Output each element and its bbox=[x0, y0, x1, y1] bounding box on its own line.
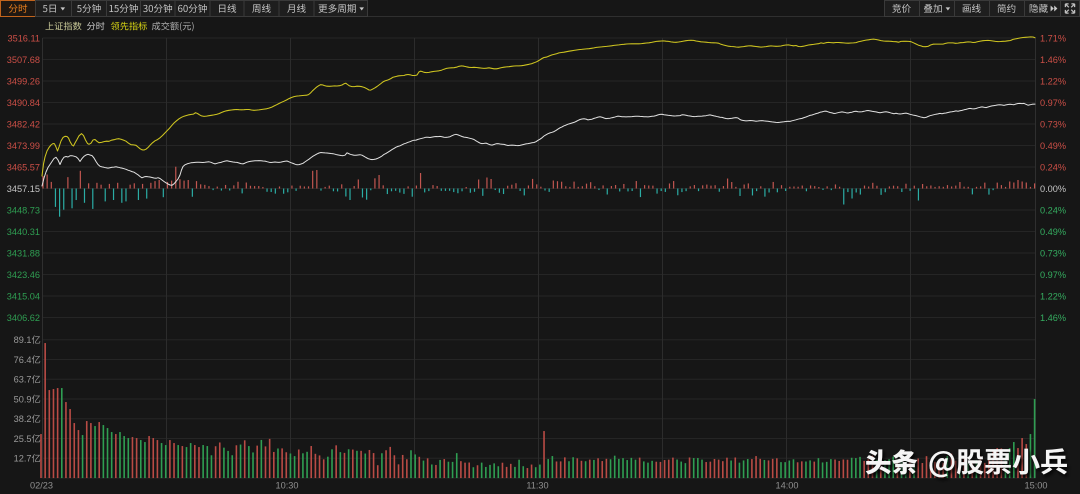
svg-text:3406.62: 3406.62 bbox=[7, 313, 40, 323]
svg-text:02/23: 02/23 bbox=[30, 481, 53, 491]
svg-text:3457.15: 3457.15 bbox=[7, 184, 40, 194]
svg-text:1.22%: 1.22% bbox=[1040, 76, 1066, 86]
svg-text:3507.68: 3507.68 bbox=[7, 55, 40, 65]
svg-text:14:00: 14:00 bbox=[776, 481, 799, 491]
svg-text:89.1: 89.1 bbox=[14, 335, 32, 345]
svg-text:3499.26: 3499.26 bbox=[7, 76, 40, 86]
svg-text:3440.31: 3440.31 bbox=[7, 227, 40, 237]
svg-text:1.22%: 1.22% bbox=[1040, 291, 1066, 301]
svg-text:3482.42: 3482.42 bbox=[7, 119, 40, 129]
svg-text:1.46%: 1.46% bbox=[1040, 313, 1066, 323]
svg-text:10:30: 10:30 bbox=[276, 481, 299, 491]
svg-text:3465.57: 3465.57 bbox=[7, 162, 40, 172]
svg-text:25.5: 25.5 bbox=[14, 434, 32, 444]
svg-text:3431.88: 3431.88 bbox=[7, 248, 40, 258]
svg-text:0.24%: 0.24% bbox=[1040, 205, 1066, 215]
svg-text:3490.84: 3490.84 bbox=[7, 98, 40, 108]
svg-text:50.9: 50.9 bbox=[14, 394, 32, 404]
svg-text:0.24%: 0.24% bbox=[1040, 162, 1066, 172]
svg-text:0.49%: 0.49% bbox=[1040, 141, 1066, 151]
svg-text:0.97%: 0.97% bbox=[1040, 270, 1066, 280]
svg-text:3516.11: 3516.11 bbox=[7, 33, 40, 43]
svg-text:76.4: 76.4 bbox=[14, 355, 32, 365]
svg-text:0.00%: 0.00% bbox=[1040, 184, 1066, 194]
svg-text:3473.99: 3473.99 bbox=[7, 141, 40, 151]
svg-text:15:00: 15:00 bbox=[1025, 481, 1048, 491]
svg-text:0.73%: 0.73% bbox=[1040, 248, 1066, 258]
svg-text:0.73%: 0.73% bbox=[1040, 119, 1066, 129]
svg-text:3415.04: 3415.04 bbox=[7, 291, 40, 301]
svg-text:12.7: 12.7 bbox=[14, 454, 32, 464]
svg-text:3423.46: 3423.46 bbox=[7, 270, 40, 280]
svg-text:11:30: 11:30 bbox=[526, 481, 548, 491]
svg-text:3448.73: 3448.73 bbox=[7, 205, 40, 215]
svg-text:0.97%: 0.97% bbox=[1040, 98, 1066, 108]
svg-text:38.2: 38.2 bbox=[14, 414, 32, 424]
svg-text:1.46%: 1.46% bbox=[1040, 55, 1066, 65]
svg-text:0.49%: 0.49% bbox=[1040, 227, 1066, 237]
svg-text:1.71%: 1.71% bbox=[1040, 33, 1066, 43]
svg-text:63.7: 63.7 bbox=[14, 375, 32, 385]
